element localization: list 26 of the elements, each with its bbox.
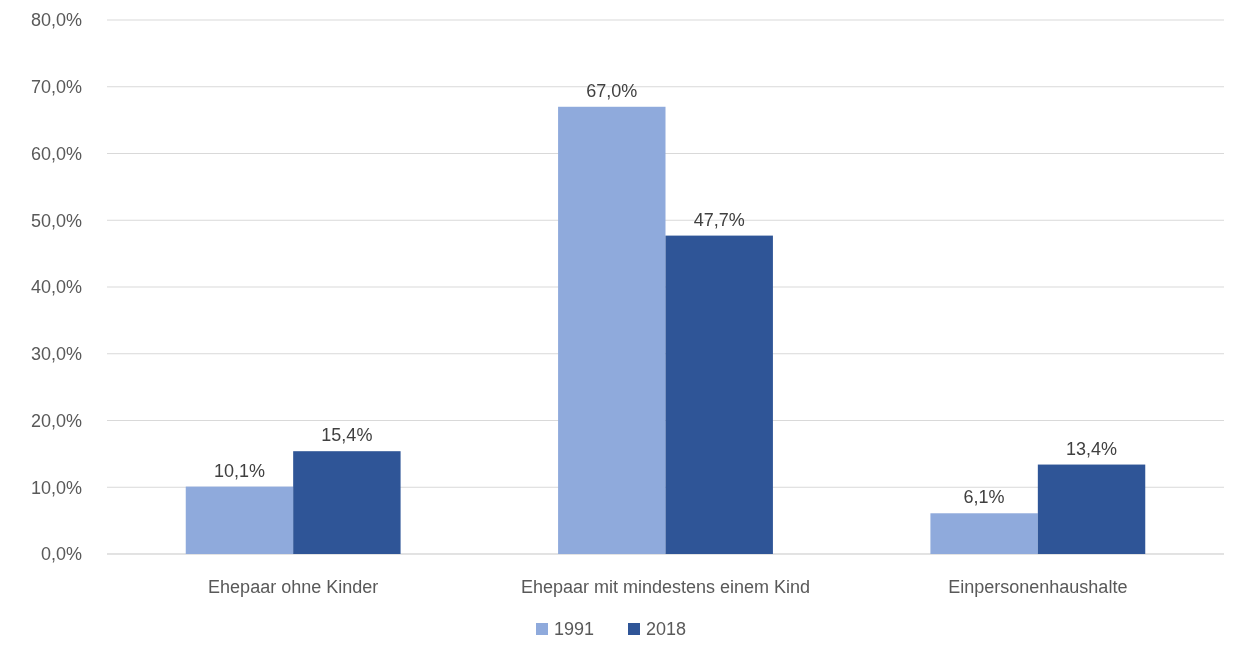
bar [558,106,666,554]
y-tick-label: 20,0% [30,410,82,431]
bar [930,513,1038,554]
y-tick-label: 30,0% [30,344,82,365]
data-label: 67,0% [586,80,638,101]
y-tick-label: 80,0% [30,10,82,31]
y-tick-label: 50,0% [30,210,82,231]
data-label: 10,1% [213,460,265,481]
y-tick-label: 10,0% [30,477,82,498]
bar [665,235,773,554]
data-label: 47,7% [693,209,745,230]
y-tick-label: 40,0% [30,277,82,298]
x-tick-label: Ehepaar mit mindestens einem Kind [520,577,811,597]
x-tick-label: Einpersonenhaushalte [948,577,1128,597]
bar [185,486,294,554]
y-tick-label: 0,0% [40,544,82,565]
y-tick-label: 70,0% [30,77,82,98]
data-label: 6,1% [963,487,1005,508]
data-label: 15,4% [321,425,373,446]
legend-label: 1991 [554,619,595,640]
y-tick-label: 60,0% [30,143,82,164]
bar [1037,464,1146,554]
bar [293,451,401,554]
legend-label: 2018 [646,619,687,640]
x-tick-label: Ehepaar ohne Kinder [208,577,379,597]
data-label: 13,4% [1066,438,1118,459]
